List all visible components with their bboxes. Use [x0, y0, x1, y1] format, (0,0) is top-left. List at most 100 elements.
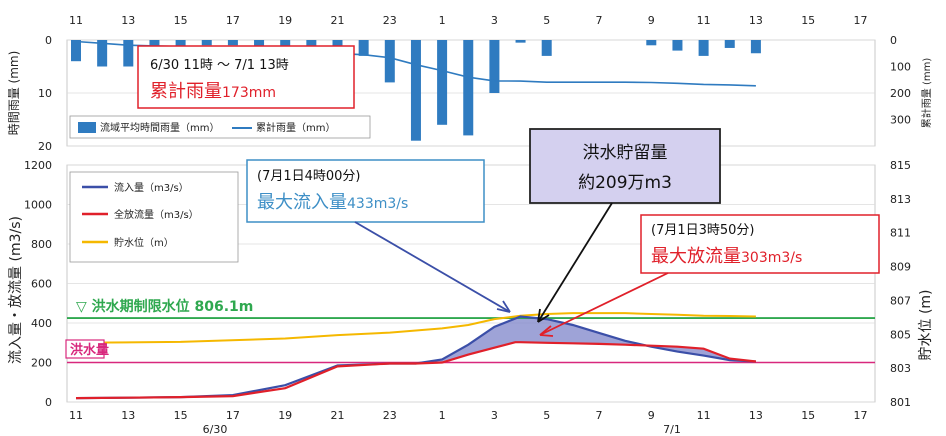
max-inflow-arrow	[354, 221, 511, 313]
bottom-x-tick-label: 15	[801, 409, 815, 422]
flow-right-tick-label: 807	[890, 294, 911, 307]
rain-bar	[123, 40, 134, 67]
storage-arrow	[537, 202, 613, 323]
max-inflow-time: (7月1日4時00分)	[257, 169, 361, 184]
rain-bar	[541, 40, 552, 56]
bottom-x-tick-label: 15	[174, 409, 188, 422]
max-outflow-time: (7月1日3時50分)	[651, 223, 755, 238]
flow-right-ticks: 801 803 805 807 809 811 813 815	[890, 159, 911, 409]
flow-right-tick-label: 809	[890, 261, 911, 274]
date-label-6-30: 6/30	[203, 423, 228, 436]
bottom-x-tick-labels: 11 13 15 17 19 21 23 1 3 5 7 9 11 13 15 17	[69, 409, 868, 422]
rain-right-axis-title: 累計雨量 (mm)	[920, 58, 933, 129]
flood-discharge-label: 洪水量	[65, 339, 109, 359]
flow-left-axis-title: 流入量・放流量 (m3/s)	[8, 216, 24, 364]
top-x-tick-label: 13	[121, 14, 135, 27]
flood-storage-area	[429, 316, 756, 363]
bottom-x-tick-label: 5	[543, 409, 550, 422]
max-inflow-text: 最大流入量433m3/s	[257, 192, 408, 213]
rain-bar	[71, 40, 81, 62]
rain-bar	[724, 40, 735, 48]
rain-range-label: 6/30 11時 ～ 7/1 13時	[150, 58, 289, 73]
flow-left-tick-label: 800	[31, 238, 52, 251]
top-x-tick-label: 9	[648, 14, 655, 27]
rain-right-tick-label: 300	[890, 114, 911, 127]
top-x-tick-label: 21	[331, 14, 345, 27]
max-outflow-arrowhead	[539, 325, 554, 337]
rain-bar	[698, 40, 709, 56]
rain-right-tick-label: 0	[890, 34, 897, 47]
bottom-x-tick-label: 13	[749, 409, 763, 422]
bottom-x-tick-label: 3	[491, 409, 498, 422]
top-x-tick-label: 15	[174, 14, 188, 27]
top-x-tick-label: 5	[543, 14, 550, 27]
flow-right-tick-label: 813	[890, 193, 911, 206]
rain-bar	[410, 40, 421, 141]
rain-left-tick-label: 20	[38, 140, 52, 153]
bottom-x-tick-label: 13	[121, 409, 135, 422]
top-x-tick-labels: 11 13 15 17 19 21 23 1 3 5 7 9 11 13 15 17	[69, 14, 868, 27]
rain-bar	[97, 40, 108, 67]
max-outflow-text: 最大放流量303m3/s	[651, 246, 802, 267]
top-x-tick-label: 19	[278, 14, 292, 27]
bottom-x-tick-label: 21	[331, 409, 345, 422]
rain-bar	[463, 40, 474, 136]
rain-left-axis-title: 時間雨量 (mm)	[7, 51, 21, 136]
bottom-x-tick-label: 11	[69, 409, 83, 422]
bottom-x-tick-label: 1	[439, 409, 446, 422]
rain-right-ticks: 0 100 200 300	[890, 34, 911, 127]
rain-bar	[672, 40, 683, 51]
bottom-x-tick-label: 9	[648, 409, 655, 422]
rain-bar	[384, 40, 395, 83]
storage-value: 約209万m3	[578, 173, 672, 193]
rain-left-tick-label: 0	[45, 34, 52, 47]
top-x-tick-label: 3	[491, 14, 498, 27]
rain-left-ticks: 0 10 20	[38, 34, 52, 153]
flow-right-tick-label: 811	[890, 227, 911, 240]
bottom-x-tick-label: 11	[697, 409, 711, 422]
flood-limit-level-label: ▽ 洪水期制限水位 806.1m	[76, 298, 253, 315]
flow-left-tick-label: 400	[31, 317, 52, 330]
top-x-tick-label: 23	[383, 14, 397, 27]
top-x-tick-label: 7	[596, 14, 603, 27]
rain-bar	[358, 40, 369, 56]
legend-rain-bar-label: 流域平均時間雨量（mm）	[100, 121, 219, 134]
flow-right-tick-label: 815	[890, 159, 911, 172]
flow-left-tick-label: 1200	[24, 159, 52, 172]
total-rain-callout: 6/30 11時 ～ 7/1 13時 累計雨量173mm	[137, 45, 355, 109]
total-rain-text: 累計雨量173mm	[150, 81, 276, 102]
flow-left-ticks: 0 200 400 600 800 1000 1200	[24, 159, 52, 409]
flow-left-tick-label: 600	[31, 278, 52, 291]
flow-right-tick-label: 805	[890, 328, 911, 341]
svg-text:洪水量: 洪水量	[70, 342, 109, 358]
flow-panel: 0 200 400 600 800 1000 1200 801 803 805 807 809 811…	[8, 128, 934, 436]
flow-right-tick-label: 801	[890, 396, 911, 409]
outflow-line	[75, 341, 757, 400]
rain-bar	[646, 40, 657, 46]
rain-bar	[201, 40, 212, 46]
rain-bar	[437, 40, 448, 125]
rain-legend: 流域平均時間雨量（mm） 累計雨量（mm）	[69, 115, 371, 139]
rain-bar	[489, 40, 500, 93]
rain-right-tick-label: 100	[890, 61, 911, 74]
storage-title: 洪水貯留量	[583, 143, 668, 163]
flow-left-tick-label: 200	[31, 357, 52, 370]
rain-bar	[515, 40, 526, 43]
flow-left-tick-label: 1000	[24, 199, 52, 212]
max-inflow-arrowhead	[496, 300, 511, 313]
flood-storage-callout: 洪水貯留量 約209万m3	[529, 128, 721, 323]
max-inflow-callout: (7月1日4時00分) 最大流入量433m3/s	[246, 159, 511, 313]
max-outflow-callout: (7月1日3時50分) 最大放流量303m3/s	[539, 214, 880, 337]
flow-right-tick-label: 803	[890, 362, 911, 375]
rain-right-tick-label: 200	[890, 87, 911, 100]
top-x-tick-label: 1	[439, 14, 446, 27]
flow-legend: 流入量（m3/s） 全放流量（m3/s） 貯水位（m）	[69, 171, 239, 263]
top-x-tick-label: 17	[226, 14, 240, 27]
flow-right-axis-title: 貯水位 (m)	[918, 289, 934, 360]
legend-cum-rain-label: 累計雨量（mm）	[256, 121, 335, 134]
legend-rain-bar-swatch	[78, 122, 96, 133]
bottom-x-tick-label: 19	[278, 409, 292, 422]
date-label-7-1: 7/1	[663, 423, 681, 436]
flow-left-tick-label: 0	[45, 396, 52, 409]
